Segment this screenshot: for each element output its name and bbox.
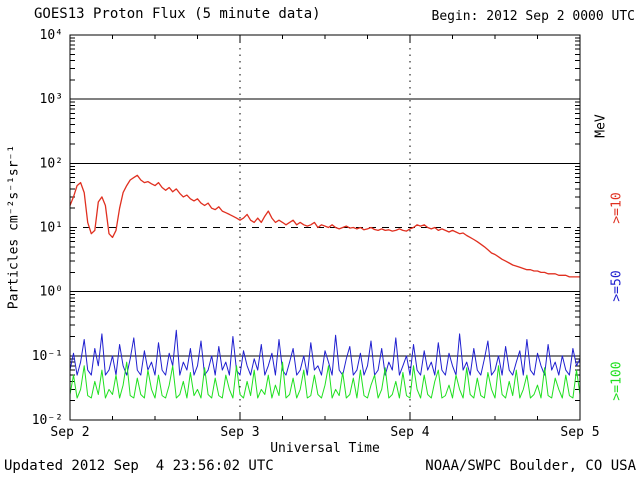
series-line-2 [69,329,581,376]
gridlines [70,35,580,420]
x-tick-label: Sep 4 [390,425,429,440]
x-tick-label: Sep 5 [560,425,599,440]
y-tick-label: 10⁻² [32,413,63,428]
legend-entry-ge50: >=50 [609,270,625,302]
chart-title: GOES13 Proton Flux (5 minute data) [34,6,321,22]
begin-time-label: Begin: 2012 Sep 2 0000 UTC [431,9,636,24]
y-tick-label: 10¹ [40,221,63,236]
x-axis-label: Universal Time [270,441,380,456]
y-tick-label: 10² [40,156,63,171]
legend-entry-ge10: >=10 [609,192,625,224]
series-line-1 [69,174,580,278]
plot-frame [69,34,581,421]
data-series [69,174,581,399]
y-tick-label: 10⁻¹ [32,349,63,364]
x-tick-label: Sep 2 [50,425,89,440]
x-tick-label: Sep 3 [220,425,259,440]
y-axis-label: Particles cm⁻²s⁻¹sr⁻¹ [6,144,22,310]
updated-timestamp: Updated 2012 Sep 4 23:56:02 UTC [4,458,274,474]
y-tick-label: 10⁴ [40,28,63,43]
y-tick-label: 10³ [40,92,63,107]
axis-ticks [70,35,580,420]
y-tick-label: 10⁰ [40,285,63,300]
series-line-3 [69,361,581,399]
source-attribution: NOAA/SWPC Boulder, CO USA [425,458,636,474]
legend-entry-ge100: >=100 [609,361,625,401]
legend-units-label: MeV [593,114,609,138]
